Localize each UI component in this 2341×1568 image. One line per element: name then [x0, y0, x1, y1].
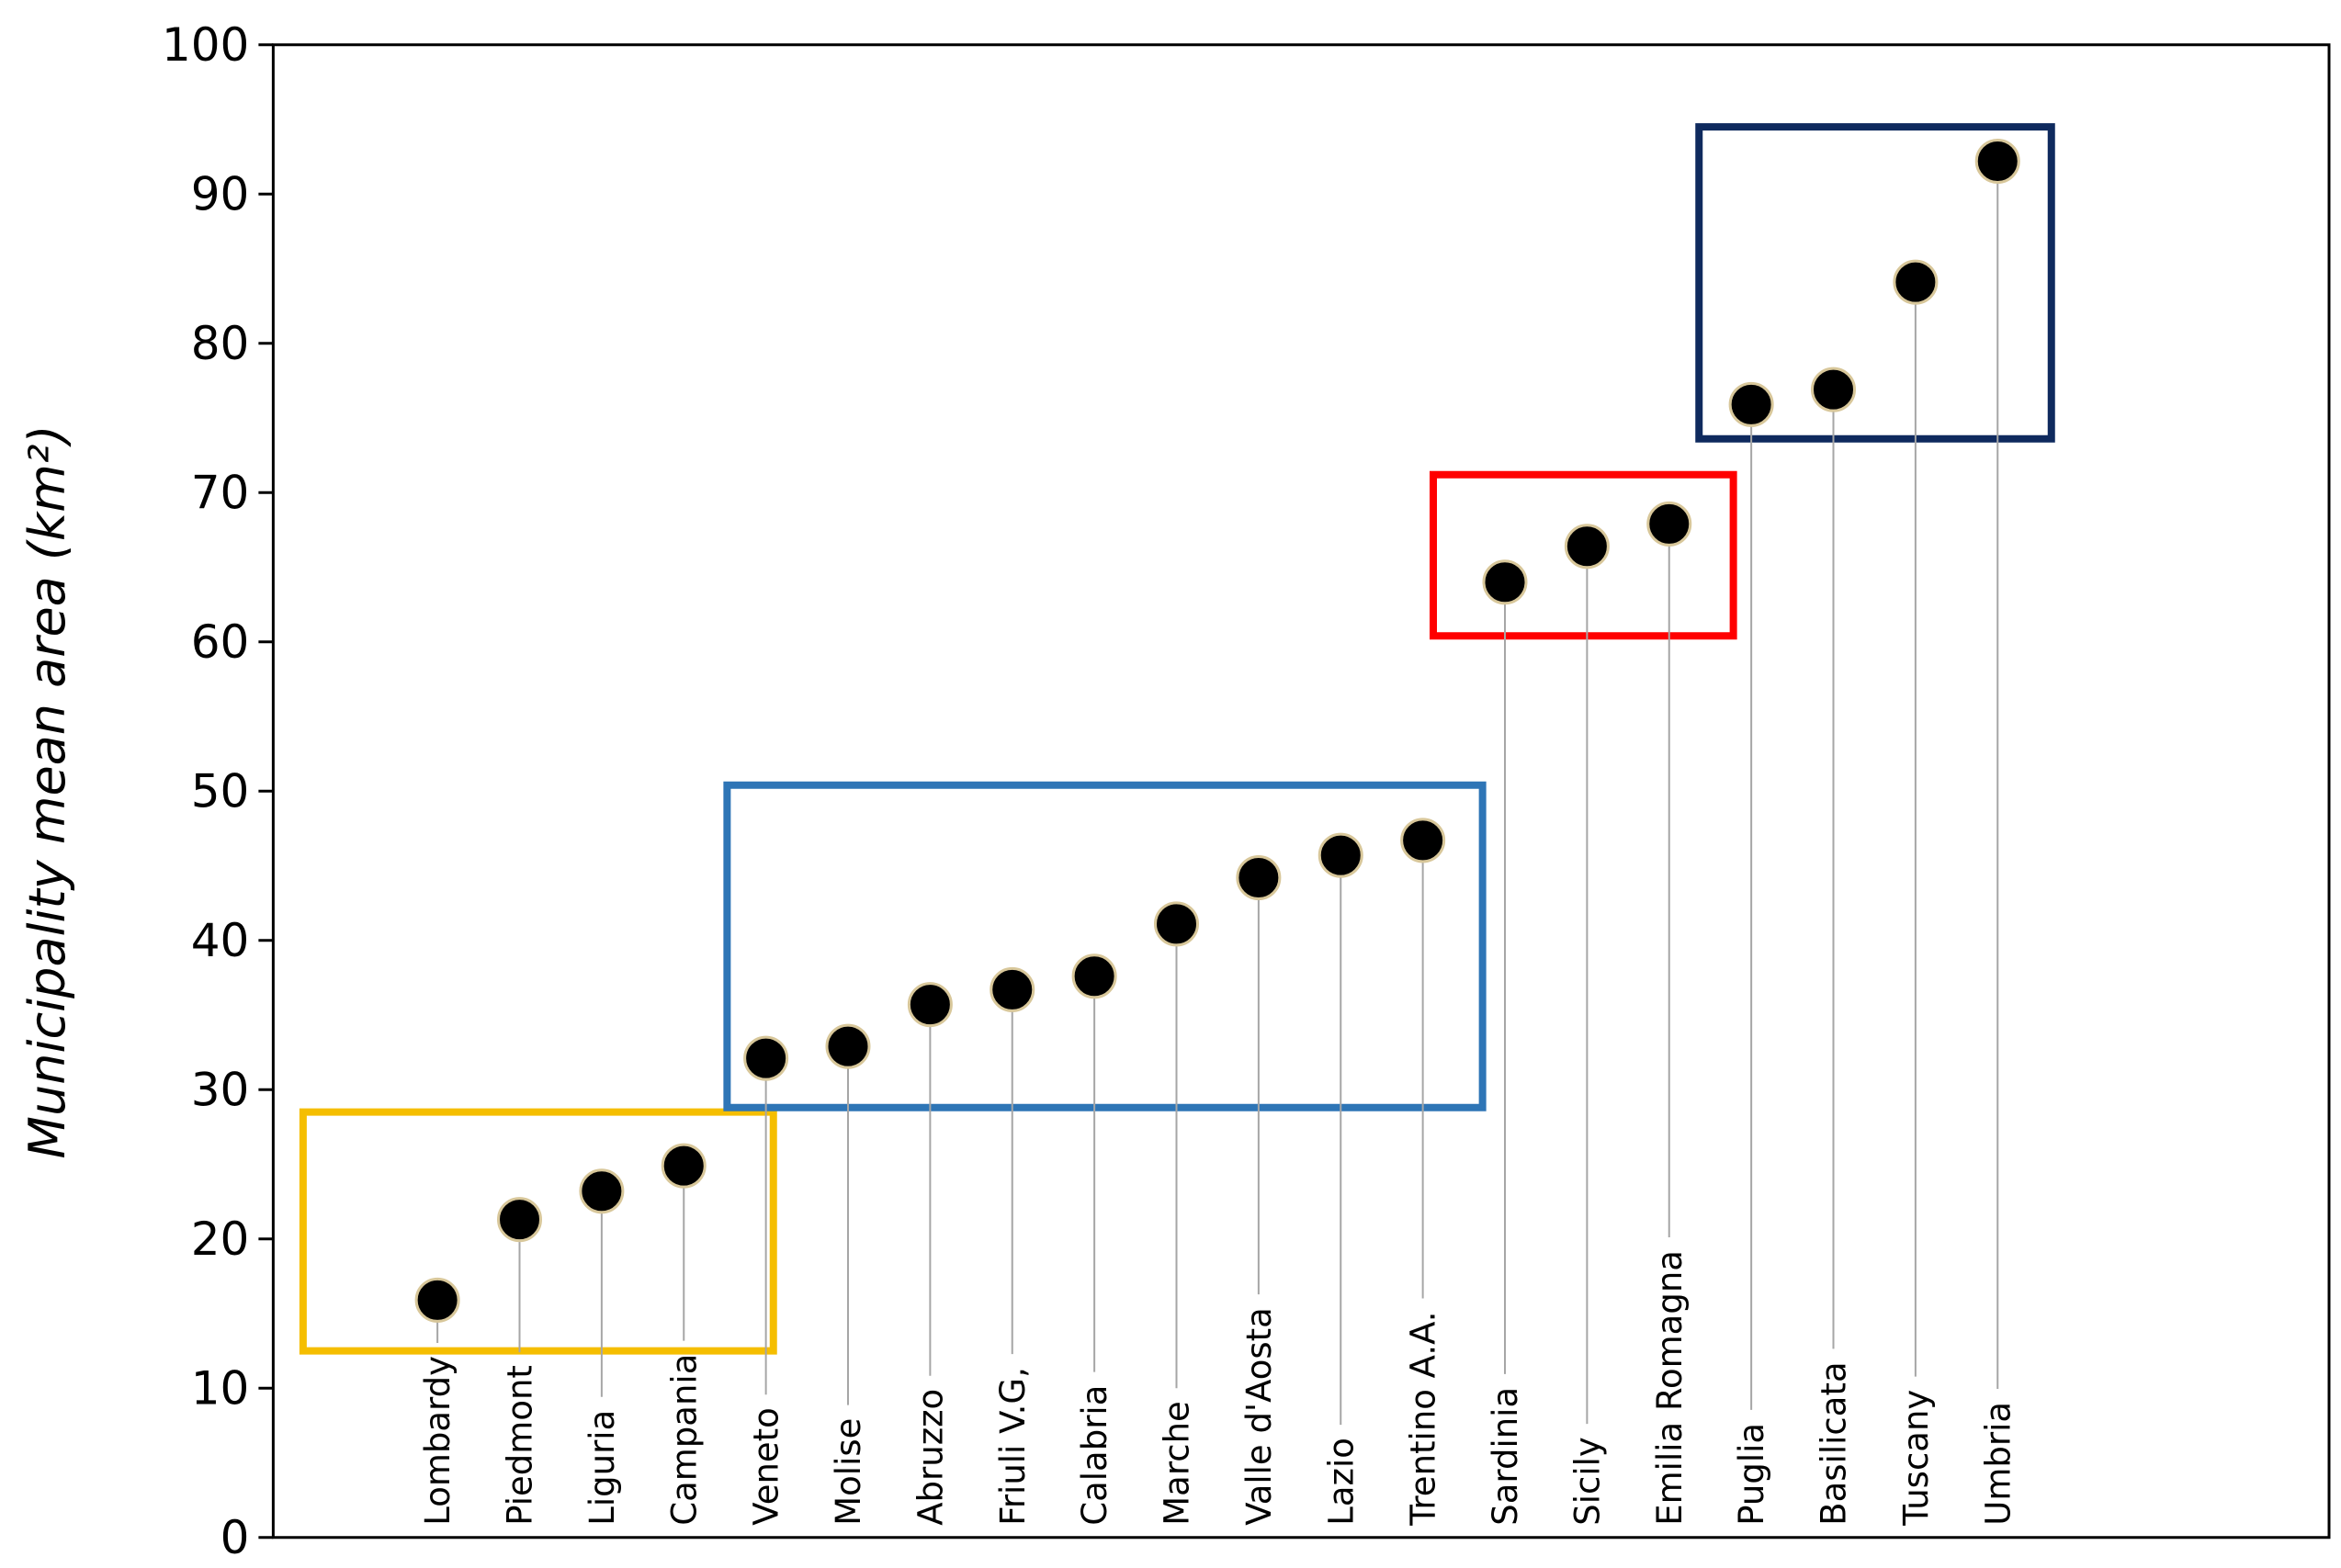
group-box: [1695, 123, 2055, 443]
x-tick-label: Calabria: [1075, 1385, 1114, 1526]
y-tick-label: 60: [191, 615, 250, 669]
y-tick-label: 50: [191, 764, 250, 818]
point: [743, 1035, 789, 1081]
x-tick-label: Tuscany: [1896, 1390, 1936, 1527]
point: [1482, 559, 1528, 605]
point: [1071, 953, 1117, 999]
y-tick-label: 0: [221, 1511, 250, 1564]
x-tick-label: Valle d'Aosta: [1239, 1307, 1279, 1526]
point: [1154, 901, 1199, 947]
x-tick-label: Marche: [1158, 1401, 1197, 1526]
point: [1728, 381, 1774, 427]
group-box: [723, 781, 1487, 1111]
y-tick-label: 100: [162, 18, 249, 72]
point: [1318, 832, 1363, 878]
x-tick-label: Sardinia: [1486, 1387, 1525, 1526]
x-tick-label: Piedmont: [501, 1365, 540, 1526]
x-tick-label: Umbria: [1978, 1402, 2018, 1526]
point: [414, 1277, 460, 1323]
x-tick-label: Trentino A.A.: [1404, 1311, 1443, 1526]
y-axis-title: Municipality mean area (km²): [18, 424, 76, 1158]
x-tick-label: Abruzzo: [910, 1389, 950, 1526]
y-tick-label: 70: [191, 466, 250, 519]
plot-frame: [271, 43, 2331, 1540]
y-tick-label: 90: [191, 167, 250, 220]
point: [579, 1168, 625, 1214]
x-tick-label: Molise: [829, 1418, 868, 1526]
point: [907, 982, 953, 1028]
y-tick-label: 80: [191, 317, 250, 370]
x-tick-label: Campania: [664, 1354, 704, 1526]
point: [1236, 855, 1282, 900]
x-tick-label: Lazio: [1321, 1438, 1361, 1526]
point: [990, 966, 1035, 1012]
point: [1564, 524, 1610, 570]
point: [661, 1143, 707, 1189]
x-tick-label: Basilicata: [1815, 1361, 1854, 1525]
x-tick-label: Friuli V.G,: [993, 1367, 1033, 1526]
group-box: [1430, 470, 1737, 640]
point: [1811, 367, 1856, 412]
point: [1974, 139, 2020, 184]
x-tick-label: Liguria: [582, 1410, 622, 1526]
point: [497, 1197, 542, 1243]
point: [1893, 259, 1939, 305]
group-box: [299, 1108, 777, 1355]
x-tick-label: Veneto: [747, 1407, 786, 1526]
y-tick-label: 30: [191, 1063, 250, 1116]
x-tick-label: Sicily: [1567, 1437, 1607, 1526]
y-tick-label: 40: [191, 914, 250, 967]
point: [825, 1023, 871, 1069]
y-tick-label: 10: [191, 1361, 250, 1415]
y-tick-label: 20: [191, 1213, 250, 1266]
x-tick-label: Lombardy: [418, 1356, 458, 1526]
point: [1400, 818, 1446, 863]
x-tick-label: Puglia: [1732, 1423, 1771, 1526]
point: [1646, 501, 1692, 547]
x-tick-label: Emilia Romagna: [1650, 1250, 1690, 1526]
